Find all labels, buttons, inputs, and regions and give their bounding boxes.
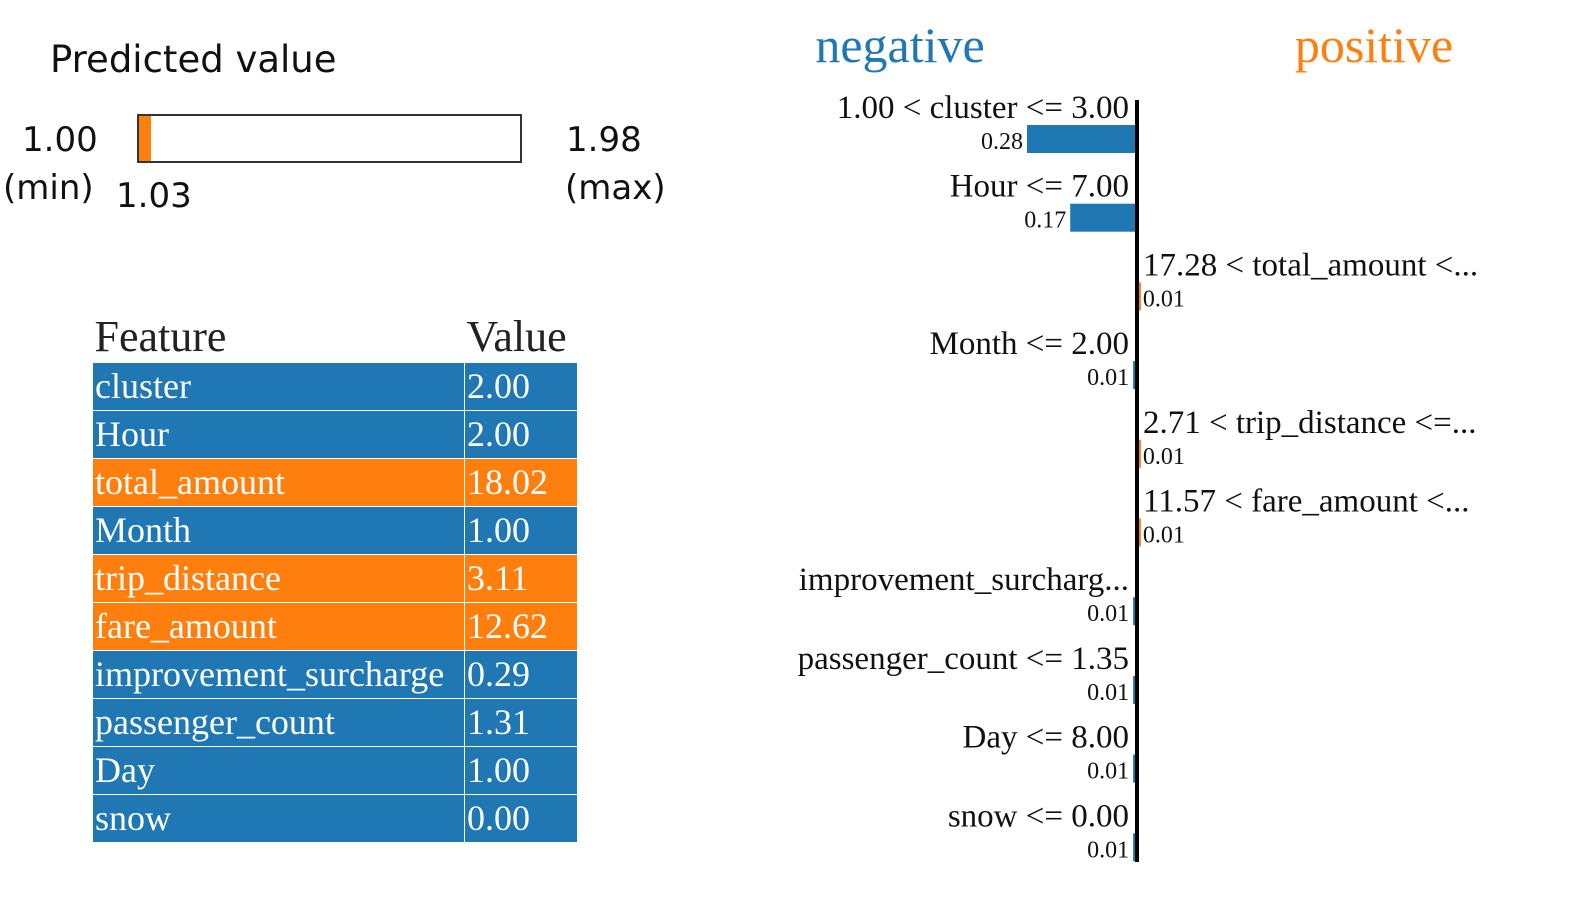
feature-cell: Day — [92, 746, 465, 795]
bar-label: Day <= 8.00 — [963, 720, 1129, 756]
table-row: Day 1.00 — [92, 746, 578, 795]
table-row: Month 1.00 — [92, 506, 578, 555]
bar-label: 17.28 < total_amount <... — [1143, 247, 1478, 283]
bar-value-label: 0.01 — [1087, 365, 1129, 391]
value-cell: 0.00 — [464, 794, 578, 843]
bar-value-label: 0.01 — [1087, 837, 1129, 863]
value-cell: 12.62 — [464, 602, 578, 651]
feature-cell: improvement_surcharge — [92, 650, 465, 699]
bar-label: improvement_surcharg... — [799, 562, 1129, 598]
table-row: cluster 2.00 — [92, 362, 578, 411]
explanation-bar-chart: negative positive 1.00 < cluster <= 3.00… — [798, 17, 1479, 863]
value-cell: 1.31 — [464, 698, 578, 747]
value-cell: 2.00 — [464, 410, 578, 459]
feature-cell: Month — [92, 506, 465, 555]
predicted-min-value: 1.00 — [22, 120, 98, 160]
value-cell: 0.29 — [464, 650, 578, 699]
table-row: total_amount 18.02 — [92, 458, 578, 507]
feature-column-header: Feature — [94, 312, 227, 361]
table-row: Hour 2.00 — [92, 410, 578, 459]
bar — [1070, 203, 1137, 232]
feature-cell: snow — [92, 794, 465, 843]
predicted-value: 1.03 — [116, 176, 192, 216]
predicted-max-tag: (max) — [565, 168, 666, 208]
value-cell: 18.02 — [464, 458, 578, 507]
bar-label: 2.71 < trip_distance <=... — [1143, 405, 1477, 441]
bar-label: 1.00 < cluster <= 3.00 — [837, 90, 1129, 126]
table-row: snow 0.00 — [92, 794, 578, 843]
table-row: fare_amount 12.62 — [92, 602, 578, 651]
table-row: trip_distance 3.11 — [92, 554, 578, 603]
feature-cell: cluster — [92, 362, 465, 411]
value-cell: 2.00 — [464, 362, 578, 411]
bar-label: passenger_count <= 1.35 — [798, 641, 1129, 677]
table-header-row: Feature Value — [93, 310, 578, 363]
bar — [1027, 125, 1137, 153]
bar-value-label: 0.01 — [1087, 680, 1129, 706]
feature-cell: fare_amount — [92, 602, 465, 651]
predicted-max-value: 1.98 — [566, 120, 642, 160]
feature-cell: Hour — [92, 410, 465, 459]
value-cell: 1.00 — [464, 746, 578, 795]
feature-value-table: Feature Value cluster 2.00 Hour 2.00 total… — [92, 310, 578, 843]
value-cell: 1.00 — [464, 506, 578, 555]
bar-value-label: 0.01 — [1087, 601, 1129, 627]
table-row: improvement_surcharge 0.29 — [92, 650, 578, 699]
predicted-min-tag: (min) — [3, 168, 94, 208]
feature-cell: passenger_count — [92, 698, 465, 747]
bar-label: 11.57 < fare_amount <... — [1143, 484, 1470, 520]
table-row: passenger_count 1.31 — [92, 698, 578, 747]
bar-value-label: 0.01 — [1087, 759, 1129, 785]
bar-value-label: 0.01 — [1143, 523, 1185, 549]
bars-layer: 1.00 < cluster <= 3.00 0.28 Hour <= 7.00 0.… — [798, 90, 1479, 863]
predicted-value-fill — [139, 116, 151, 161]
bar-value-label: 0.28 — [981, 129, 1023, 155]
bar-label: snow <= 0.00 — [948, 798, 1129, 834]
bar-label: Hour <= 7.00 — [950, 169, 1129, 205]
predicted-value-title: Predicted value — [50, 38, 337, 81]
negative-legend-label: negative — [815, 17, 984, 73]
bar-value-label: 0.17 — [1024, 208, 1066, 234]
feature-cell: total_amount — [92, 458, 465, 507]
bar-value-label: 0.01 — [1143, 444, 1185, 470]
bar-label: Month <= 2.00 — [930, 326, 1129, 362]
feature-cell: trip_distance — [92, 554, 465, 603]
positive-legend-label: positive — [1295, 17, 1453, 73]
bar-value-label: 0.01 — [1143, 286, 1185, 312]
value-column-header: Value — [466, 312, 567, 361]
predicted-value-bar — [137, 114, 522, 163]
value-cell: 3.11 — [464, 554, 578, 603]
